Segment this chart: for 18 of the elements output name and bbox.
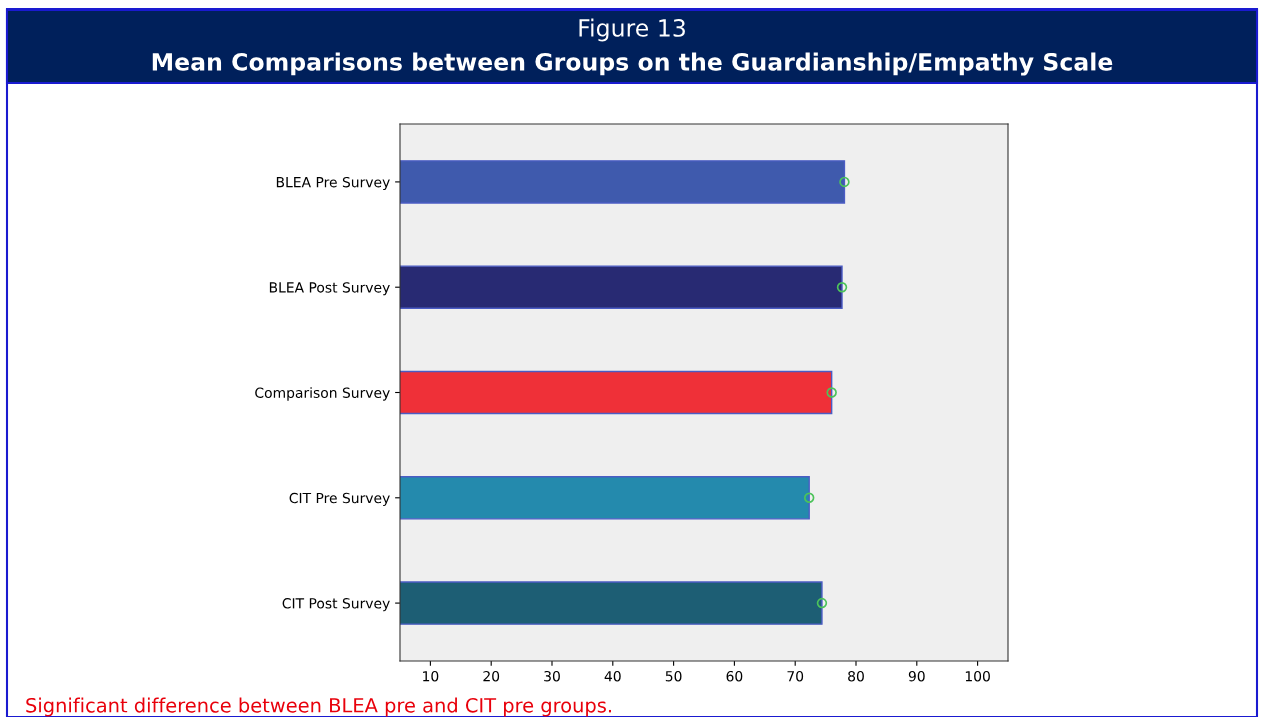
x-tick-label: 60	[726, 670, 743, 682]
x-tick-label: 20	[483, 670, 500, 682]
x-tick-label: 100	[965, 670, 990, 682]
chart-title: Figure 13	[579, 18, 685, 42]
x-tick-label: 70	[787, 670, 804, 682]
y-tick-label: Comparison Survey	[255, 387, 390, 401]
x-tick-label: 10	[423, 670, 439, 682]
x-tick-label: 40	[604, 670, 621, 682]
y-tick-label: CIT Post Survey	[282, 598, 390, 612]
x-tick-label: 30	[544, 670, 560, 682]
x-tick-label: 80	[848, 670, 864, 682]
y-tick-label: CIT Pre Survey	[289, 492, 390, 506]
x-tick-label: 90	[908, 670, 925, 682]
y-tick-label: BLEA Post Survey	[269, 282, 390, 296]
y-tick-label: BLEA Pre Survey	[276, 176, 390, 191]
chart-subtitle: Mean Comparisons between Groups on the Guardianship/Empathy Scale	[152, 52, 1113, 76]
x-tick-label: 50	[665, 670, 682, 682]
text: Significant difference between BLEA pre and CIT pre groups.	[26, 697, 611, 717]
